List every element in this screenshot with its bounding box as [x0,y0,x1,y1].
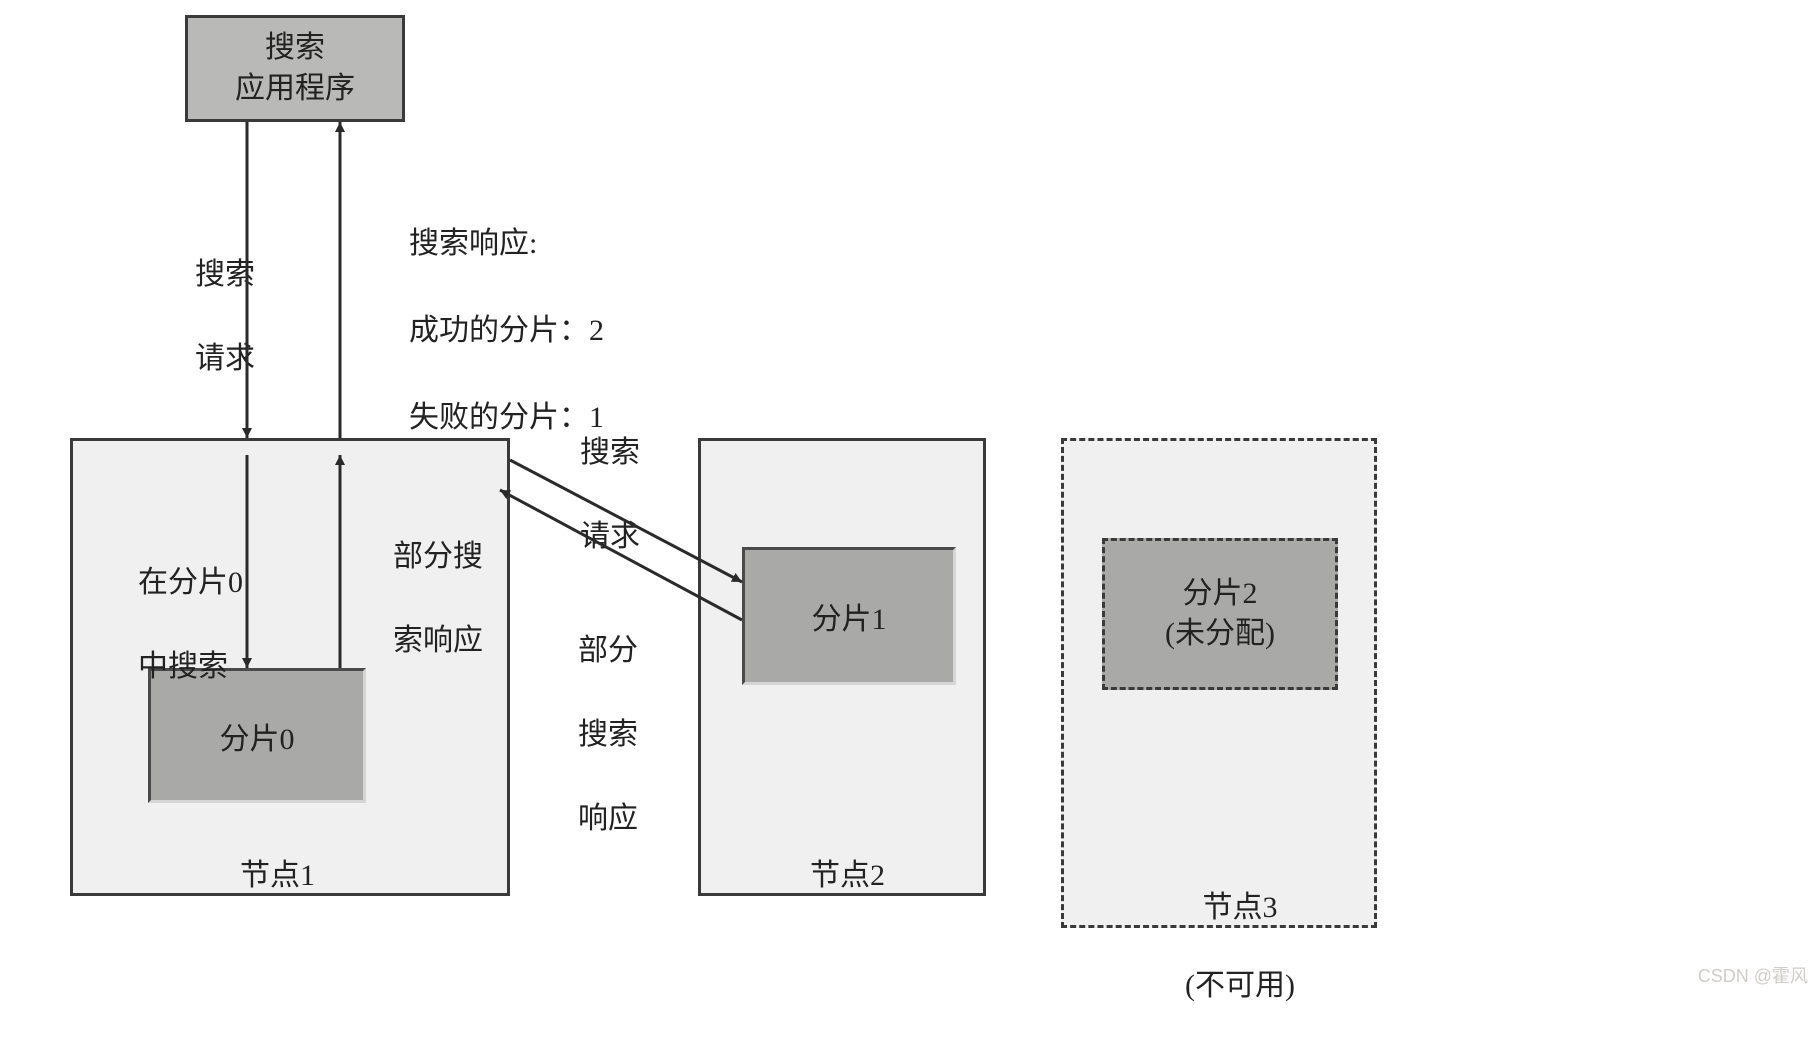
label-search-req-left: 搜索 请求 [165,212,255,422]
diagram-stage: 搜索 应用程序 节点1 节点2 节点3 (不可用) 分片0 分片1 分片2 (未… [0,0,1820,996]
label-partial-resp-mid-l1: 部分 [578,634,638,667]
watermark: CSDN @霍风 [1698,962,1808,988]
shard2-box: 分片2 (未分配) [1102,538,1338,690]
label-in-shard0-search: 在分片0 中搜索 [108,520,243,730]
label-search-req-mid: 搜索 请求 [550,390,640,600]
node3-label-line1: 节点3 [1202,891,1277,924]
app-line1: 搜索 [265,31,325,64]
shard2-label-line2: (未分配) [1165,617,1275,650]
label-partial-resp-mid-l2: 搜索 [578,718,638,751]
node3-label-line2: (不可用) [1185,969,1295,1002]
node1-label: 节点1 [240,850,315,894]
label-partial-resp-inner: 部分搜 索响应 [363,494,483,704]
shard1-label: 分片1 [812,594,887,638]
label-in-shard0-search-l1: 在分片0 [138,566,243,599]
label-search-req-left-l1: 搜索 [195,258,255,291]
label-search-req-left-l2: 请求 [195,342,255,375]
label-partial-resp-mid-l3: 响应 [578,802,638,835]
node3-label: 节点3 (不可用) [1155,848,1295,1038]
shard2-label-line1: 分片2 [1182,577,1257,610]
label-search-req-mid-l2: 请求 [580,520,640,553]
label-partial-resp-inner-l2: 索响应 [393,624,483,657]
label-search-req-mid-l1: 搜索 [580,436,640,469]
label-partial-resp-inner-l1: 部分搜 [393,540,483,573]
label-search-resp-right-l2: 成功的分片：2 [409,314,604,347]
label-search-resp-right-l1: 搜索响应: [409,227,537,260]
node2-label: 节点2 [810,850,885,894]
label-in-shard0-search-l2: 中搜索 [138,650,228,683]
search-app-box: 搜索 应用程序 [185,15,405,122]
shard1-box: 分片1 [742,547,956,685]
app-line2: 应用程序 [235,72,355,105]
label-partial-resp-mid: 部分 搜索 响应 [548,588,638,882]
